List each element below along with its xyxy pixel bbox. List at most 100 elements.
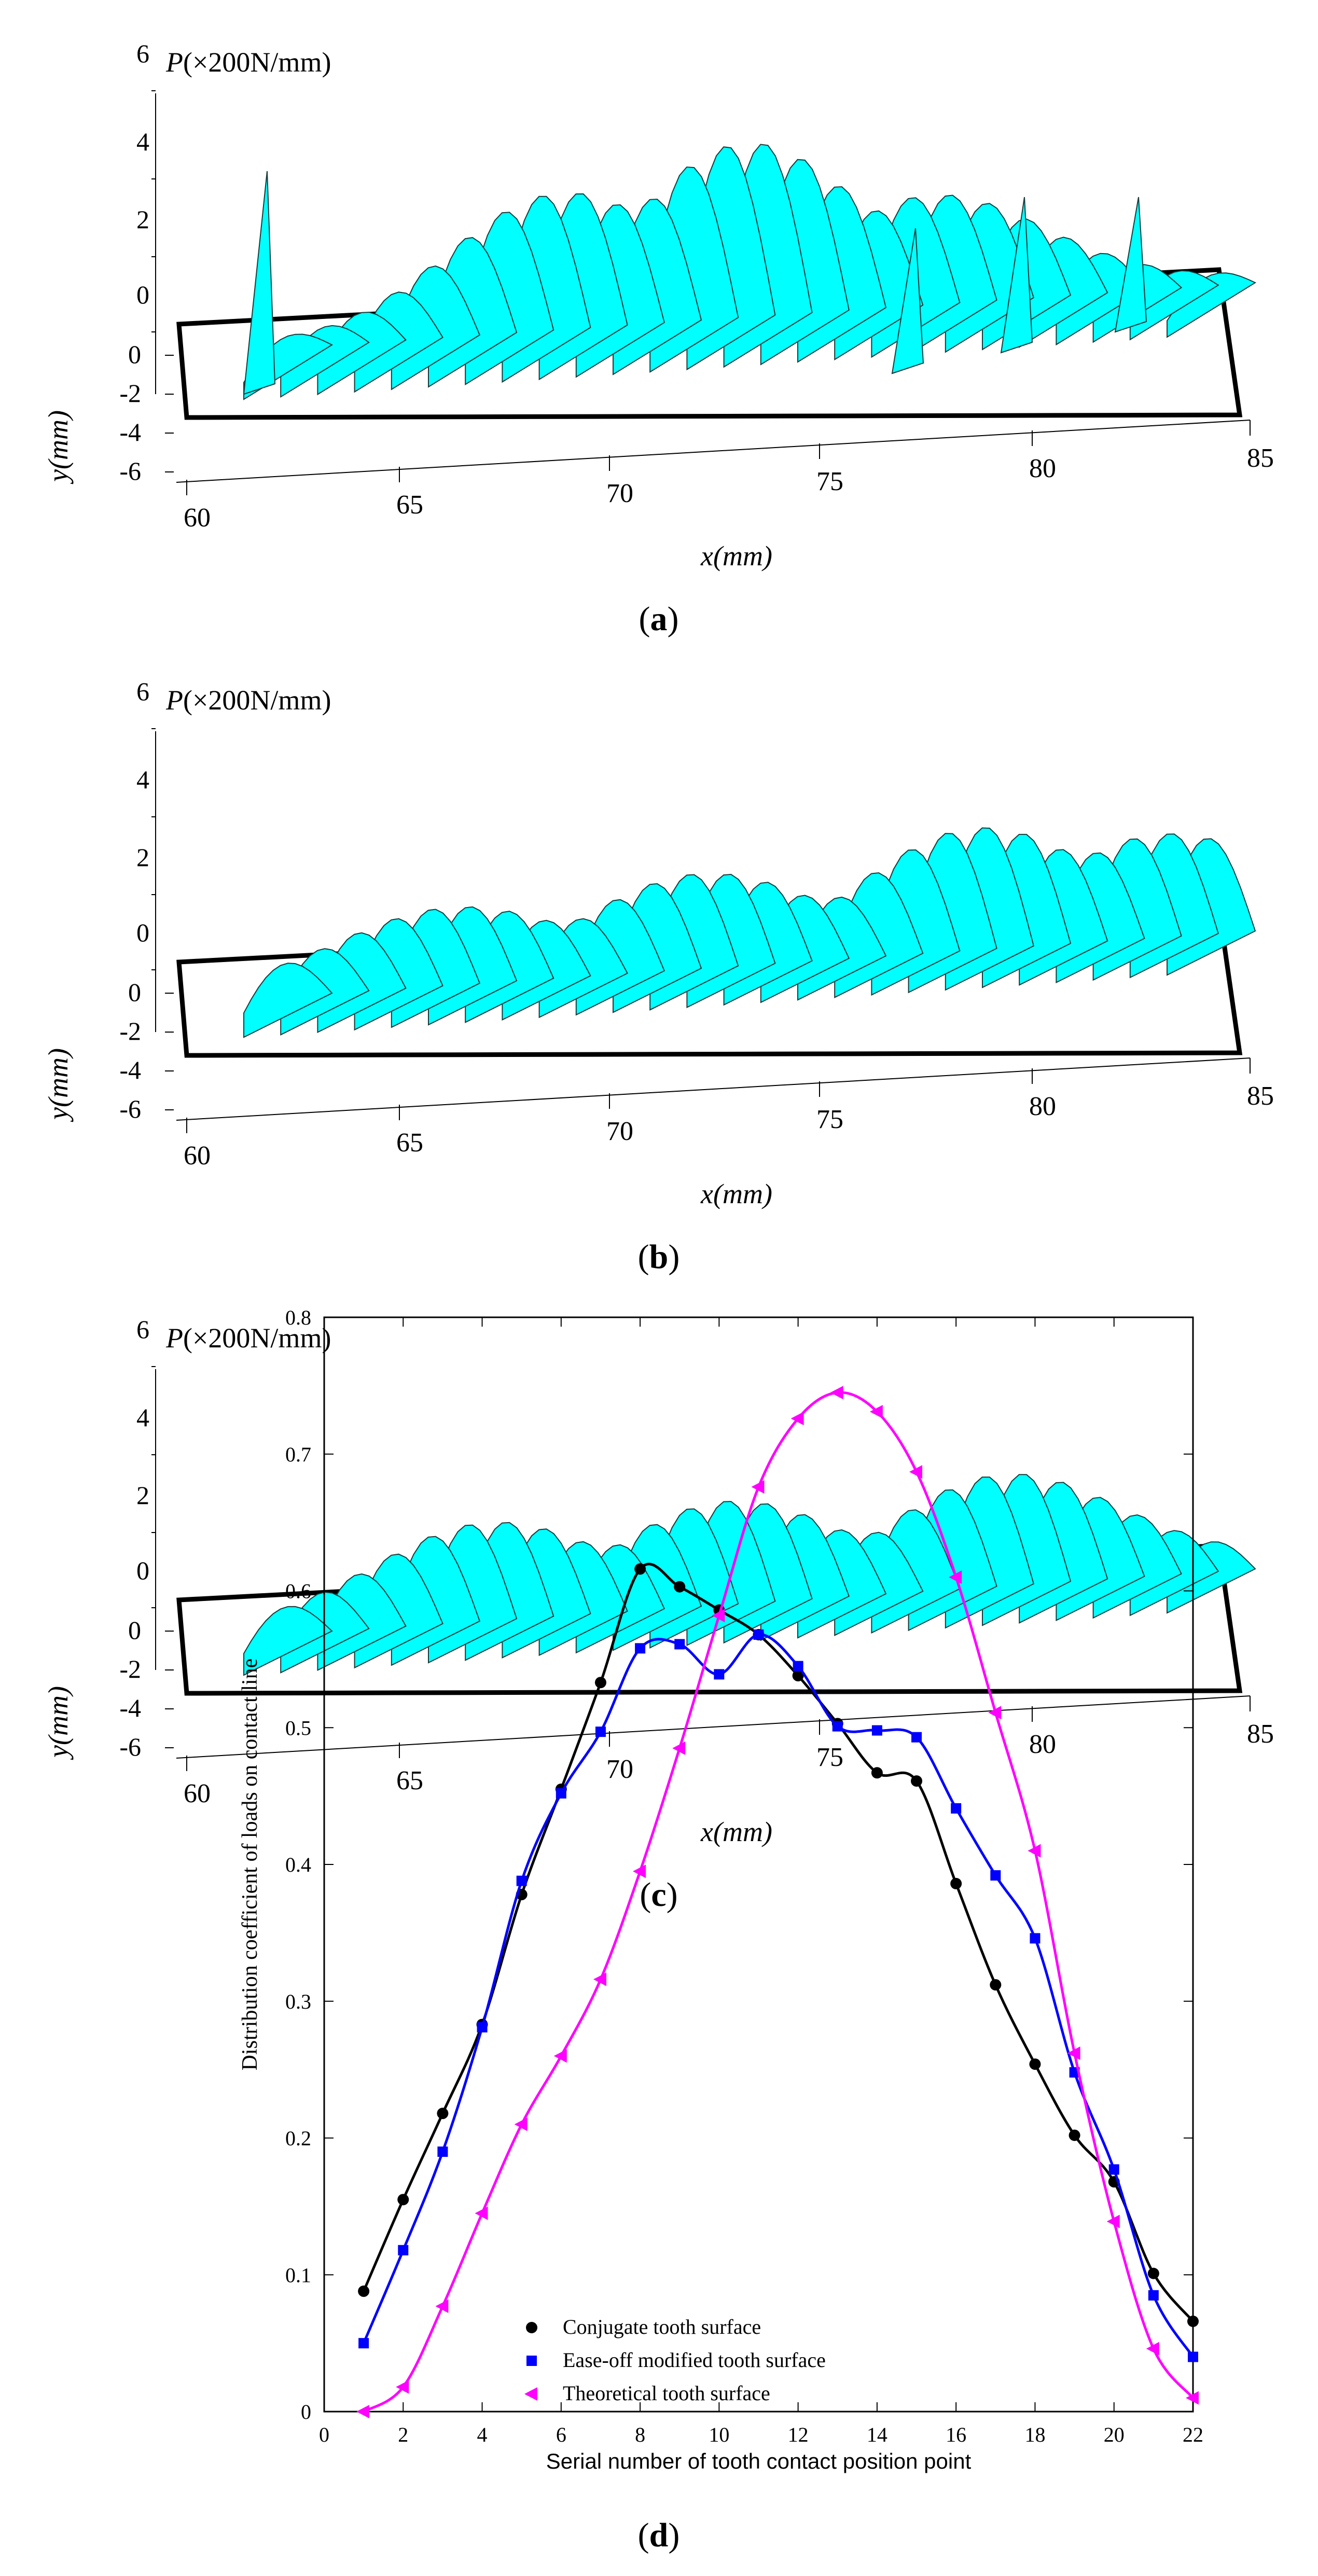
- z-tick-label: 2: [136, 1481, 149, 1510]
- y-tick-label: 0: [301, 2400, 311, 2424]
- y-tick-label: 0: [128, 1616, 141, 1645]
- data-point: [397, 2194, 409, 2206]
- data-point: [832, 1721, 843, 1732]
- data-point: [437, 2146, 448, 2157]
- x-tick-label: 0: [319, 2423, 329, 2446]
- data-point: [1146, 2342, 1159, 2356]
- series-easeoff: [358, 1629, 1198, 2362]
- data-point: [951, 1803, 962, 1814]
- x-tick-label: 75: [816, 1105, 843, 1134]
- x-tick-label: 14: [867, 2423, 887, 2446]
- y-tick-label: -2: [119, 1654, 141, 1683]
- panel-caption: (d): [638, 2516, 680, 2554]
- data-point: [714, 1669, 725, 1680]
- load-unit-label: P(×200N/mm): [165, 47, 331, 78]
- data-point: [672, 1741, 686, 1755]
- data-point: [792, 1670, 804, 1682]
- data-point: [1067, 2046, 1080, 2060]
- data-point: [753, 1629, 764, 1640]
- y-tick-label: 0: [128, 340, 141, 369]
- load-slice: [243, 963, 333, 1038]
- data-point: [830, 1386, 843, 1400]
- z-tick-label: 0: [136, 280, 149, 309]
- y-axis-label: Distribution coefficient of loads on con…: [238, 1659, 262, 2071]
- data-point: [595, 1726, 606, 1737]
- x-axis-line: [176, 420, 1251, 483]
- x-tick-label: 75: [816, 1743, 843, 1772]
- y-axis-label: y(mm): [43, 1686, 74, 1760]
- x-tick-label: 65: [396, 1766, 423, 1795]
- x-tick-label: 18: [1024, 2423, 1045, 2446]
- data-point: [633, 1864, 646, 1878]
- data-point: [1028, 1844, 1041, 1858]
- x-tick-label: 80: [1029, 1730, 1056, 1759]
- data-point: [871, 1767, 883, 1779]
- data-point: [553, 2049, 567, 2063]
- panel-a: 6 4 2 0 P(×200N/mm) 0 -2 -4 -6 y(mm) 60 65 70 75 80 85 x…: [43, 39, 1274, 638]
- y-tick-label: 0.1: [285, 2263, 311, 2287]
- z-tick-label: 0: [136, 1556, 149, 1585]
- data-point: [990, 1979, 1002, 1991]
- load-slice-spike: [1114, 197, 1147, 333]
- x-tick-label: 85: [1247, 443, 1274, 473]
- data-point: [358, 2338, 369, 2349]
- data-point: [634, 1563, 646, 1575]
- x-tick-label: 80: [1029, 1092, 1056, 1121]
- data-point: [594, 1677, 606, 1689]
- x-axis-label: x(mm): [700, 1178, 772, 1209]
- z-tick-label: 6: [136, 677, 149, 706]
- z-tick-label: 6: [136, 1315, 149, 1344]
- data-point: [593, 1972, 606, 1986]
- y-tick-label: 0.5: [285, 1716, 311, 1739]
- data-point: [1188, 2351, 1198, 2362]
- data-point: [1030, 1933, 1040, 1944]
- load-slice-spike: [891, 228, 924, 374]
- panel-caption: (c): [640, 1876, 677, 1914]
- y-tick-label: -2: [119, 1017, 141, 1046]
- data-point: [793, 1661, 803, 1672]
- x-tick-label: 70: [606, 479, 633, 508]
- y-tick-label: 0.6: [285, 1580, 311, 1603]
- x-tick-label: 70: [606, 1755, 633, 1784]
- load-unit-label: P(×200N/mm): [165, 1322, 331, 1354]
- load-slice: [243, 1606, 333, 1676]
- x-tick-label: 85: [1247, 1081, 1274, 1111]
- data-point: [356, 2405, 370, 2418]
- data-point: [1147, 2267, 1159, 2279]
- load-slice-spike: [1000, 197, 1033, 354]
- data-point: [751, 1480, 765, 1494]
- series-line: [362, 1563, 1194, 2322]
- x-tick-label: 20: [1104, 2423, 1125, 2446]
- data-point: [712, 1608, 725, 1622]
- series-theoretical: [356, 1386, 1199, 2418]
- panel-caption: (b): [638, 1238, 680, 1276]
- panel-d: 0 2 4 6 8 10 12 14 16 18 20 22 0 0.1 0.2 0.3 0.4 0.5 0.6 0.…: [238, 1306, 1203, 2554]
- data-point: [477, 2022, 488, 2032]
- data-point: [516, 1875, 527, 1886]
- y-tick-label: -6: [119, 456, 141, 485]
- x-axis-line: [176, 1057, 1251, 1121]
- load-slice-spike: [243, 171, 276, 395]
- data-point: [398, 2245, 409, 2255]
- legend-marker: [524, 2387, 537, 2401]
- plot-area-frame: [323, 1316, 1194, 2413]
- data-point: [635, 1643, 646, 1654]
- y-tick-label: -4: [119, 1055, 141, 1084]
- data-point: [1108, 2164, 1119, 2175]
- data-point: [514, 2118, 528, 2132]
- y-axis-label: y(mm): [43, 410, 74, 484]
- data-point: [437, 2108, 449, 2120]
- legend-marker: [526, 2356, 537, 2366]
- z-tick-label: 4: [136, 127, 149, 156]
- x-axis-line: [176, 1695, 1251, 1759]
- x-tick-label: 6: [556, 2423, 566, 2446]
- y-tick-label: 0: [128, 978, 141, 1007]
- legend-label: Ease-off modified tooth surface: [563, 2348, 826, 2372]
- legend-label: Theoretical tooth surface: [563, 2382, 770, 2405]
- x-tick-label: 65: [396, 1128, 423, 1158]
- data-point: [990, 1870, 1001, 1881]
- load-unit-label: P(×200N/mm): [165, 685, 331, 716]
- x-tick-label: 8: [635, 2423, 645, 2446]
- data-point: [871, 1725, 882, 1736]
- y-tick-label: -6: [119, 1094, 141, 1123]
